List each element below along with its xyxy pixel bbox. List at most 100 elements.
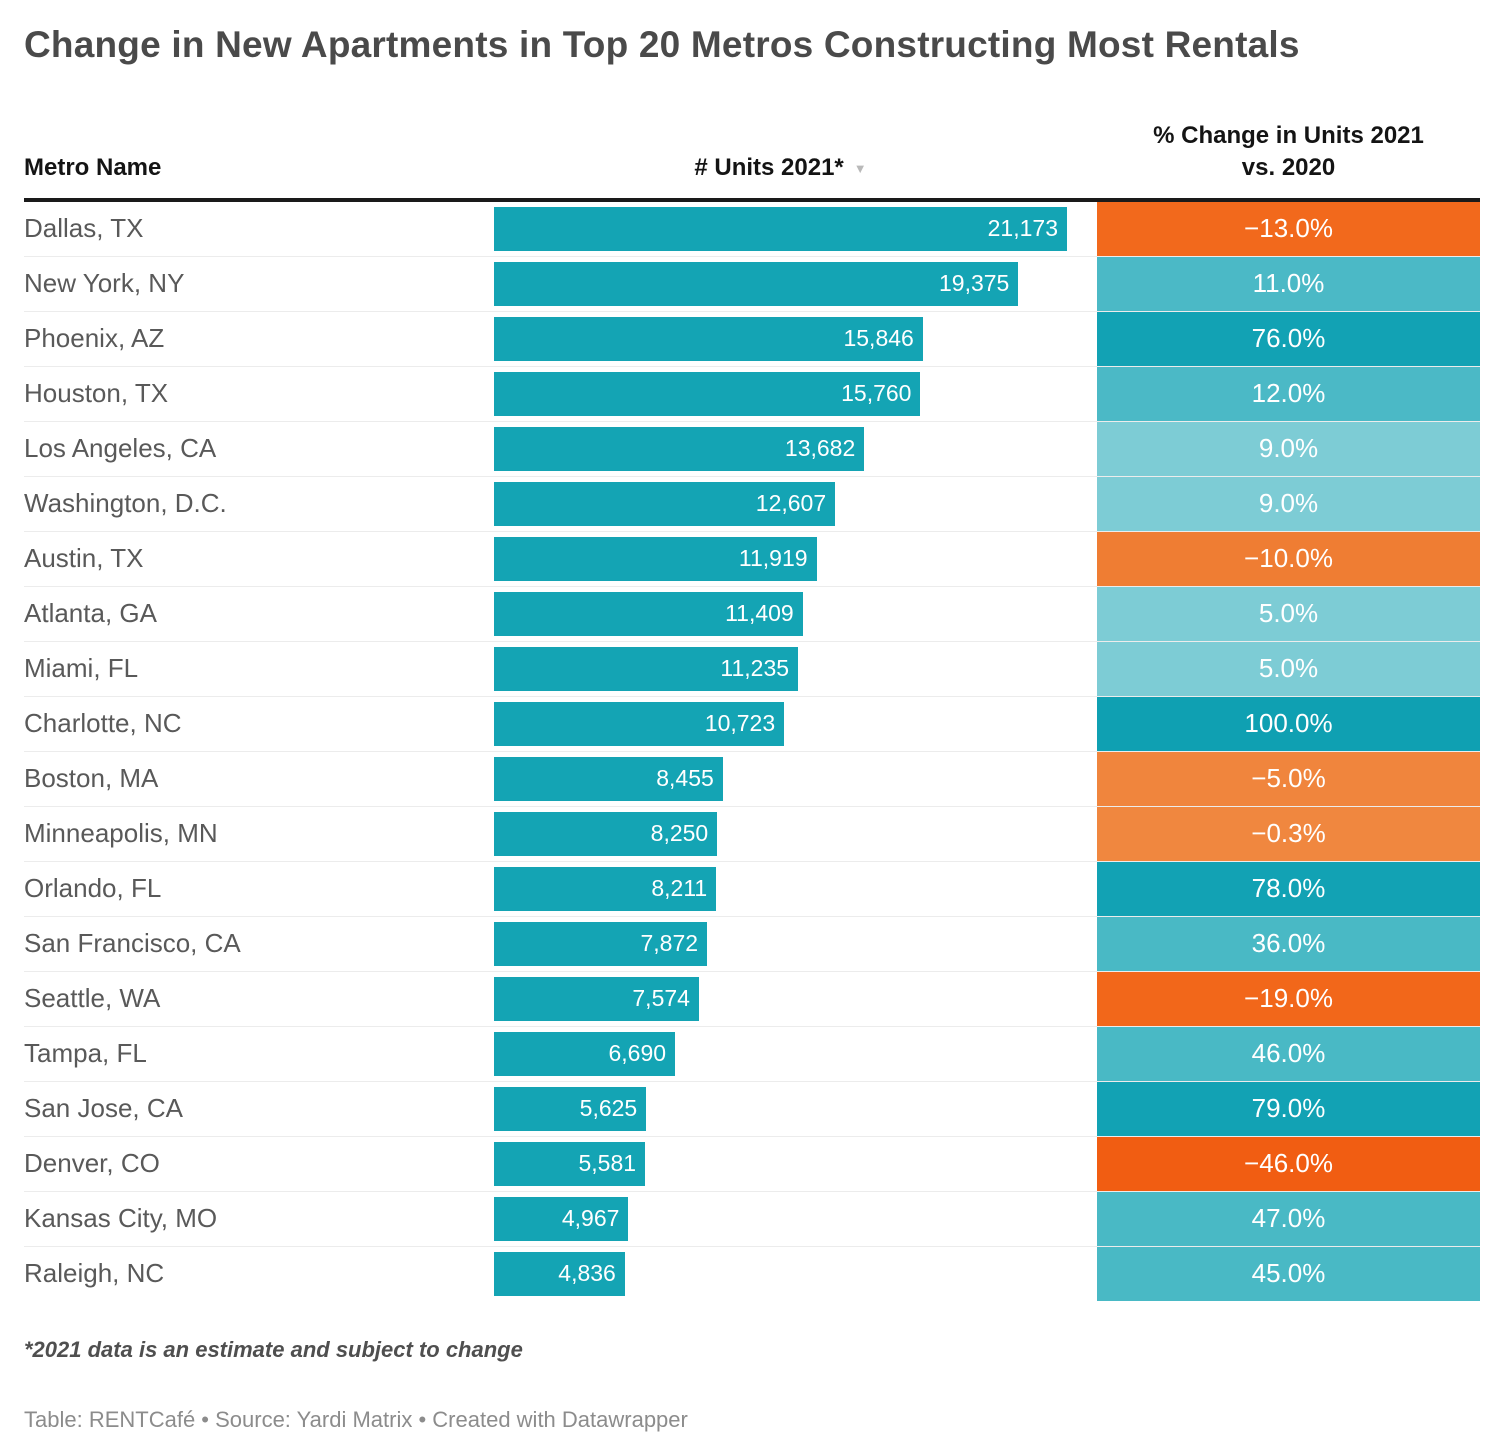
metro-name: Washington, D.C. (24, 488, 227, 519)
units-value: 5,581 (578, 1150, 637, 1177)
units-bar: 5,581 (494, 1141, 646, 1186)
table-body: Dallas, TX 21,173 −13.0% New York, NY 19,375… (24, 201, 1480, 1301)
units-bar-track: 19,375 (494, 261, 1067, 306)
units-bar-track: 4,967 (494, 1196, 1067, 1241)
units-bar-track: 10,723 (494, 701, 1067, 746)
units-value: 19,375 (938, 270, 1010, 297)
table-row: Dallas, TX 21,173 −13.0% (24, 201, 1480, 257)
change-cell: −10.0% (1097, 531, 1480, 586)
units-bar-track: 5,625 (494, 1086, 1067, 1131)
units-bar-track: 8,455 (494, 756, 1067, 801)
units-bar: 15,760 (494, 371, 921, 416)
units-bar-track: 7,872 (494, 921, 1067, 966)
change-cell: 78.0% (1097, 861, 1480, 916)
units-bar-track: 21,173 (494, 206, 1067, 251)
change-cell: −19.0% (1097, 971, 1480, 1026)
units-bar-track: 11,409 (494, 591, 1067, 636)
page-title: Change in New Apartments in Top 20 Metro… (24, 24, 1300, 65)
column-gap (1067, 422, 1097, 476)
column-header-units[interactable]: # Units 2021* ▼ (494, 152, 1067, 184)
column-gap (1067, 1192, 1097, 1246)
column-header-metro[interactable]: Metro Name (24, 154, 162, 182)
units-bar: 13,682 (494, 426, 865, 471)
units-bar: 7,574 (494, 976, 699, 1021)
metro-name: Atlanta, GA (24, 598, 157, 629)
units-bar-track: 13,682 (494, 426, 1067, 471)
column-gap (1067, 202, 1097, 256)
metro-name: Tampa, FL (24, 1038, 147, 1069)
column-header-change[interactable]: % Change in Units 2021 vs. 2020 (1097, 120, 1480, 185)
column-gap (1067, 312, 1097, 366)
units-value: 8,455 (656, 765, 714, 792)
units-bar: 8,211 (494, 866, 717, 911)
column-header-change-line2: vs. 2020 (1241, 154, 1336, 182)
metro-name: Kansas City, MO (24, 1203, 218, 1234)
source-line: Table: RENTCafé • Source: Yardi Matrix •… (24, 1406, 688, 1432)
change-cell: 100.0% (1097, 696, 1480, 751)
units-bar: 6,690 (494, 1031, 676, 1076)
units-bar-track: 11,919 (494, 536, 1067, 581)
units-bar-track: 15,846 (494, 316, 1067, 361)
units-value: 11,235 (720, 655, 790, 682)
change-cell: 5.0% (1097, 641, 1480, 696)
units-bar-track: 11,235 (494, 646, 1067, 691)
change-cell: 76.0% (1097, 311, 1480, 366)
metro-name: New York, NY (24, 268, 185, 299)
column-gap (1067, 1137, 1097, 1191)
metro-name: Houston, TX (24, 378, 169, 409)
change-cell: 79.0% (1097, 1081, 1480, 1136)
change-cell: −5.0% (1097, 751, 1480, 806)
metro-name: Dallas, TX (24, 213, 144, 244)
column-gap (1067, 1082, 1097, 1136)
units-value: 8,211 (651, 875, 708, 902)
units-value: 10,723 (704, 710, 776, 737)
column-gap (1067, 972, 1097, 1026)
units-bar: 5,625 (494, 1086, 647, 1131)
change-cell: −0.3% (1097, 806, 1480, 861)
units-bar-track: 8,250 (494, 811, 1067, 856)
units-value: 6,690 (608, 1040, 667, 1067)
sort-desc-icon[interactable]: ▼ (853, 161, 867, 177)
units-value: 11,409 (725, 600, 794, 627)
column-gap (1067, 257, 1097, 311)
change-cell: 9.0% (1097, 421, 1480, 476)
metro-name: San Francisco, CA (24, 928, 241, 959)
table-row: Los Angeles, CA 13,682 9.0% (24, 421, 1480, 477)
units-bar: 15,846 (494, 316, 923, 361)
change-cell: −13.0% (1097, 201, 1480, 256)
units-bar: 4,836 (494, 1251, 625, 1296)
change-cell: 9.0% (1097, 476, 1480, 531)
change-cell: 45.0% (1097, 1246, 1480, 1301)
units-bar-track: 8,211 (494, 866, 1067, 911)
column-gap (1067, 917, 1097, 971)
table-row: Orlando, FL 8,211 78.0% (24, 861, 1480, 917)
units-bar-track: 7,574 (494, 976, 1067, 1021)
units-bar: 21,173 (494, 206, 1067, 251)
metro-name: Minneapolis, MN (24, 818, 218, 849)
table-row: Houston, TX 15,760 12.0% (24, 366, 1480, 422)
column-header-change-line1: % Change in Units 2021 (1153, 122, 1424, 149)
units-bar-track: 6,690 (494, 1031, 1067, 1076)
column-gap (1067, 697, 1097, 751)
table-row: Boston, MA 8,455 −5.0% (24, 751, 1480, 807)
table-row: Washington, D.C. 12,607 9.0% (24, 476, 1480, 532)
units-value: 7,574 (632, 985, 690, 1012)
units-value: 5,625 (579, 1095, 638, 1122)
units-bar: 4,967 (494, 1196, 629, 1241)
metro-name: San Jose, CA (24, 1093, 183, 1124)
metro-name: Miami, FL (24, 653, 139, 684)
metro-name: Boston, MA (24, 763, 159, 794)
table-row: Austin, TX 11,919 −10.0% (24, 531, 1480, 587)
metro-name: Los Angeles, CA (24, 433, 217, 464)
change-cell: 11.0% (1097, 256, 1480, 311)
units-value: 4,967 (561, 1205, 620, 1232)
table-row: Atlanta, GA 11,409 5.0% (24, 586, 1480, 642)
units-value: 21,173 (987, 215, 1058, 242)
units-bar: 11,235 (494, 646, 799, 691)
units-value: 11,919 (738, 545, 808, 572)
column-gap (1067, 587, 1097, 641)
units-bar: 8,455 (494, 756, 723, 801)
table-row: New York, NY 19,375 11.0% (24, 256, 1480, 312)
table-row: Seattle, WA 7,574 −19.0% (24, 971, 1480, 1027)
units-bar: 11,919 (494, 536, 817, 581)
